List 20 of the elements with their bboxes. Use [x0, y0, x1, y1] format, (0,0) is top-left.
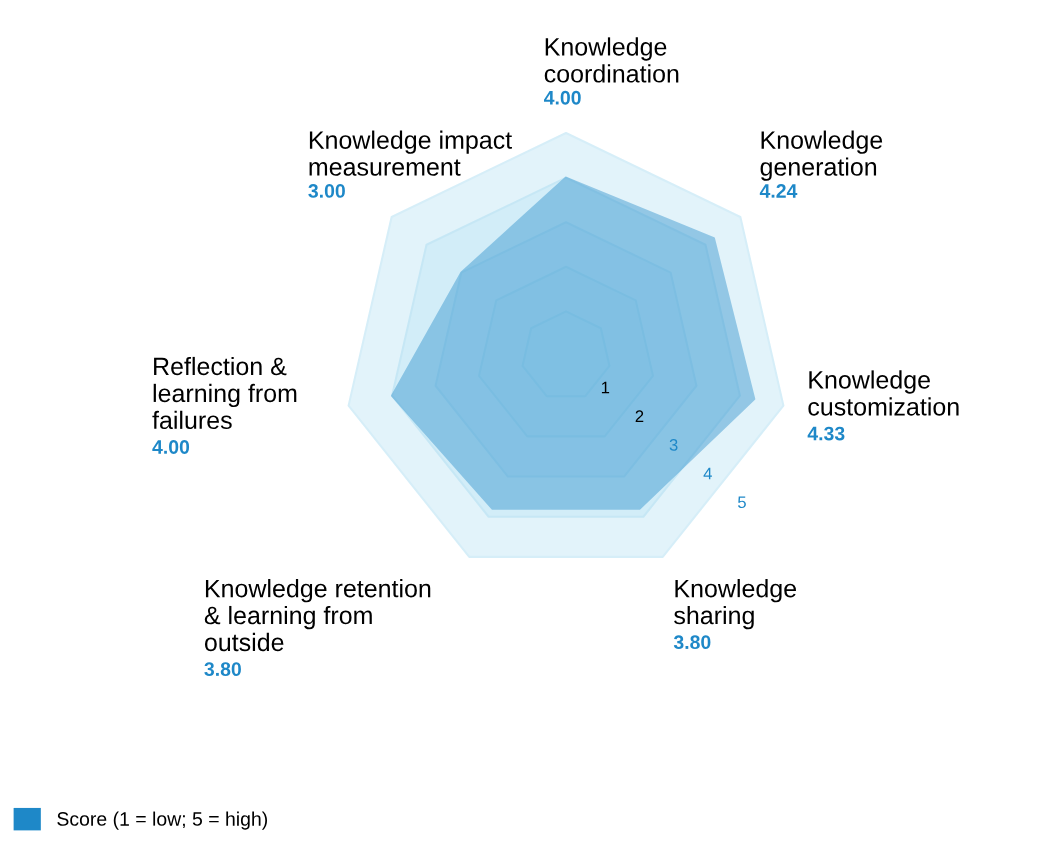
text: 4.00 [543, 90, 581, 105]
text: 3.80 [204, 662, 241, 677]
spoke-label: Knowledge impact measurement [309, 130, 512, 176]
text: 4.24 [759, 184, 798, 198]
spoke-label: Knowledge generation [760, 130, 883, 181]
text: 4.33 [807, 426, 845, 441]
y-tick-label: 2 [635, 410, 644, 422]
spoke-label: Reflection & learning from failures [152, 356, 297, 430]
legend-label: Score (1 = low; 5 = high) [57, 811, 268, 830]
y-tick-label: 3 [669, 438, 678, 451]
text: 3.80 [673, 635, 711, 650]
spoke-label: Knowledge sharing [674, 579, 796, 630]
y-tick-label: 4 [703, 467, 712, 480]
text: 3.00 [308, 184, 345, 198]
spoke-label: Knowledge customization [808, 370, 959, 416]
y-tick-label: 1 [601, 381, 610, 394]
spoke-label: Knowledge retention & learning from outside [204, 579, 431, 652]
spoke-label: Knowledge coordination [544, 37, 679, 83]
y-tick-label: 5 [737, 496, 746, 509]
text: 4.00 [152, 440, 190, 454]
